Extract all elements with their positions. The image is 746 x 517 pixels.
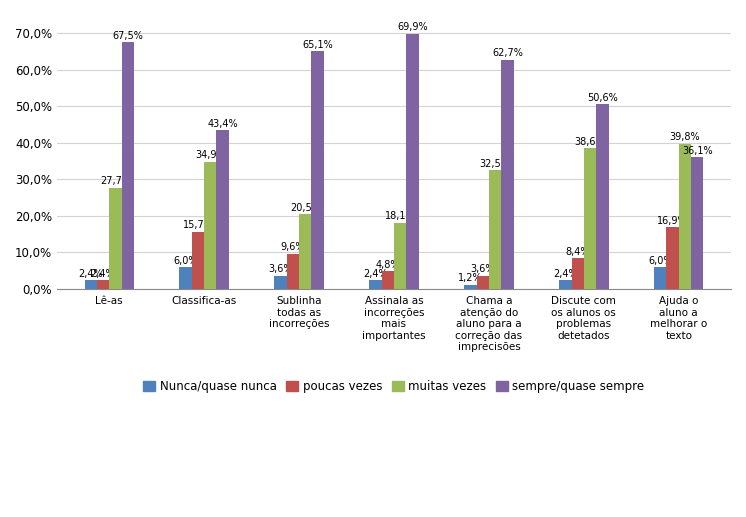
Bar [584,148,596,289]
Bar [275,276,286,289]
Bar [97,280,109,289]
Text: 69,9%: 69,9% [397,22,427,32]
Text: 15,7%: 15,7% [183,220,213,230]
Text: 2,4%: 2,4% [91,269,116,279]
Bar [311,51,324,289]
Text: 2,4%: 2,4% [363,269,388,279]
Bar [204,161,216,289]
Bar [560,280,571,289]
Text: 8,4%: 8,4% [565,247,590,257]
Text: 67,5%: 67,5% [112,31,143,41]
Bar [299,214,311,289]
Bar [369,280,382,289]
Bar [122,42,134,289]
Bar [501,60,513,289]
Bar [596,104,609,289]
Bar [192,232,204,289]
Text: 9,6%: 9,6% [280,242,305,252]
Bar [394,223,407,289]
Text: 4,8%: 4,8% [375,260,400,270]
Bar [109,188,122,289]
Text: 3,6%: 3,6% [269,264,292,275]
Text: 6,0%: 6,0% [173,255,198,266]
Legend: Nunca/quase nunca, poucas vezes, muitas vezes, sempre/quase sempre: Nunca/quase nunca, poucas vezes, muitas … [139,376,649,398]
Text: 20,5%: 20,5% [289,203,321,212]
Text: 27,7%: 27,7% [100,176,131,186]
Text: 6,0%: 6,0% [648,255,673,266]
Bar [679,144,691,289]
Text: 65,1%: 65,1% [302,40,333,50]
Bar [691,157,703,289]
Bar [666,227,679,289]
Text: 2,4%: 2,4% [78,269,103,279]
Text: 62,7%: 62,7% [492,49,523,58]
Bar [464,285,477,289]
Text: 38,6%: 38,6% [574,136,605,146]
Bar [477,276,489,289]
Text: 2,4%: 2,4% [553,269,577,279]
Text: 36,1%: 36,1% [682,146,712,156]
Text: 18,1%: 18,1% [385,211,416,221]
Bar [180,267,192,289]
Bar [407,34,419,289]
Text: 1,2%: 1,2% [458,273,483,283]
Bar [216,130,229,289]
Bar [654,267,666,289]
Bar [84,280,97,289]
Bar [286,254,299,289]
Text: 3,6%: 3,6% [471,264,495,275]
Text: 34,9%: 34,9% [195,150,225,160]
Bar [382,271,394,289]
Bar [571,258,584,289]
Text: 16,9%: 16,9% [657,216,688,226]
Text: 39,8%: 39,8% [670,132,700,142]
Text: 43,4%: 43,4% [207,119,238,129]
Text: 50,6%: 50,6% [587,93,618,103]
Bar [489,170,501,289]
Text: 32,5%: 32,5% [480,159,510,169]
